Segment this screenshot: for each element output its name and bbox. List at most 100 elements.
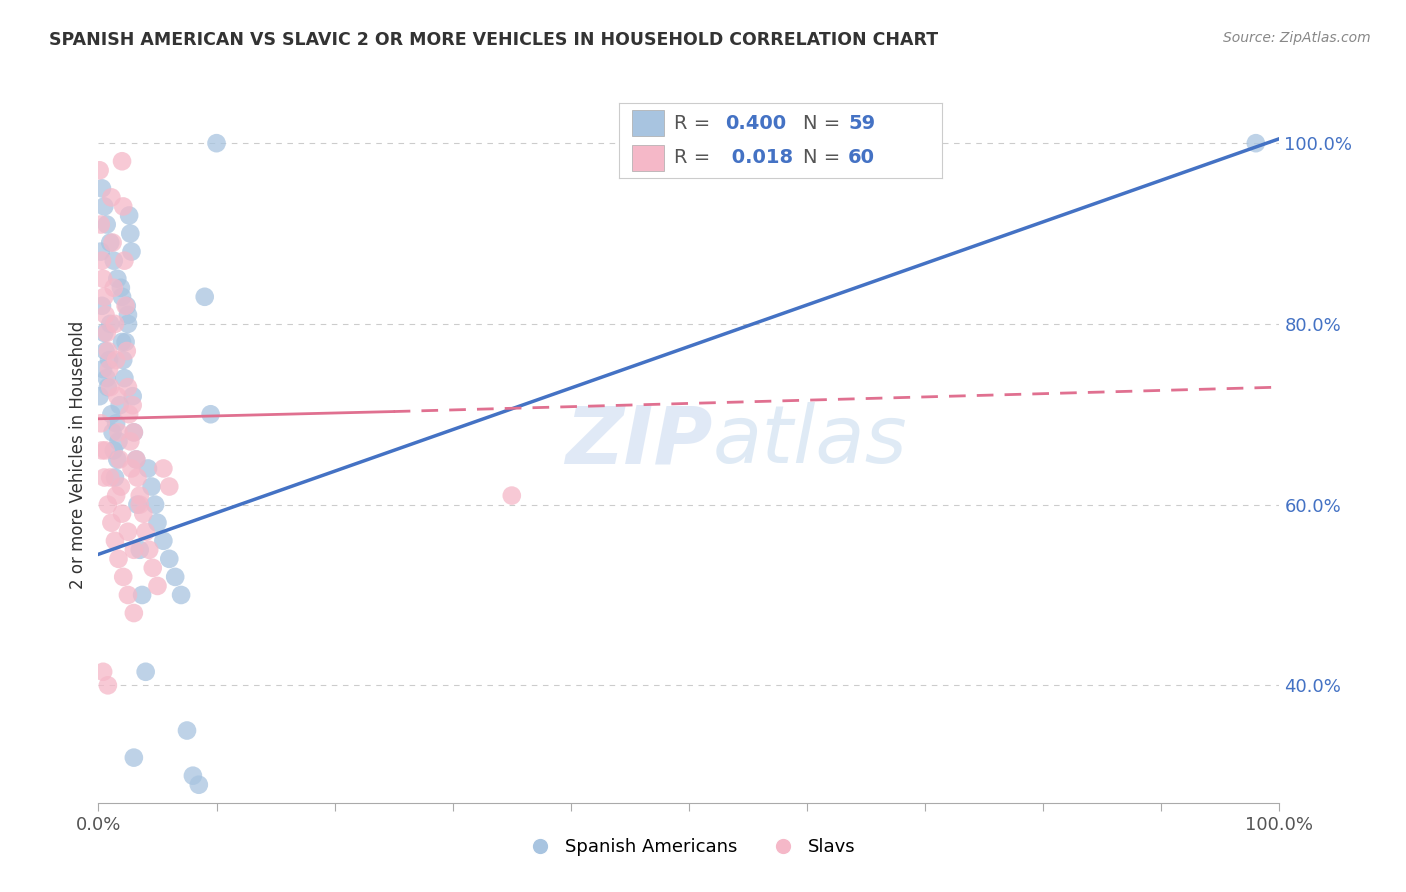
Point (114, 334, 136, 349)
Point (117, 308, 139, 322)
Point (122, 750, 145, 764)
Point (117, 380, 139, 394)
Point (128, 542, 150, 557)
Point (98, 353, 121, 368)
Point (122, 425, 145, 440)
Point (135, 665, 157, 679)
Point (112, 353, 135, 368)
Point (105, 489, 128, 503)
Point (105, 452, 128, 467)
Point (132, 507, 155, 521)
Point (111, 154, 134, 169)
Point (112, 570, 135, 584)
Point (125, 452, 148, 467)
Point (98, 317, 121, 331)
Point (98, 235, 121, 250)
Point (128, 498, 150, 512)
Text: SPANISH AMERICAN VS SLAVIC 2 OR MORE VEHICLES IN HOUSEHOLD CORRELATION CHART: SPANISH AMERICAN VS SLAVIC 2 OR MORE VEH… (49, 31, 938, 49)
Point (104, 470, 127, 484)
Point (110, 479, 132, 493)
Point (96, 326, 118, 340)
Point (121, 461, 143, 475)
Point (98, 380, 121, 394)
Point (101, 425, 124, 440)
Point (501, 489, 523, 503)
Point (91, 271, 114, 285)
Point (135, 524, 157, 539)
Point (117, 524, 139, 539)
Point (122, 542, 145, 557)
Point (118, 407, 141, 421)
Text: Source: ZipAtlas.com: Source: ZipAtlas.com (1223, 31, 1371, 45)
Text: R =: R = (673, 148, 716, 168)
Point (138, 542, 160, 557)
Point (97, 678, 120, 692)
Point (90, 244, 112, 259)
Point (1244, 136, 1267, 151)
Point (146, 516, 169, 530)
Point (108, 452, 131, 467)
Point (94, 443, 117, 458)
Point (105, 417, 128, 431)
Point (107, 425, 129, 440)
Point (105, 353, 128, 368)
Point (181, 769, 204, 783)
Point (121, 244, 143, 259)
Point (127, 470, 149, 484)
FancyBboxPatch shape (631, 145, 664, 171)
Point (122, 425, 145, 440)
Point (111, 507, 134, 521)
Point (205, 136, 228, 151)
Y-axis label: 2 or more Vehicles in Household: 2 or more Vehicles in Household (69, 321, 87, 589)
Point (104, 533, 127, 548)
Point (93, 199, 115, 213)
Point (125, 452, 148, 467)
Point (110, 281, 132, 295)
Point (107, 551, 129, 566)
Text: N =: N = (803, 113, 846, 133)
Point (131, 588, 153, 602)
Point (136, 461, 159, 475)
Point (112, 371, 135, 385)
Point (107, 434, 129, 449)
Point (94, 344, 117, 359)
Text: atlas: atlas (713, 402, 907, 480)
Point (89, 389, 111, 403)
Point (146, 579, 169, 593)
Point (101, 235, 124, 250)
Point (122, 606, 145, 620)
Point (128, 489, 150, 503)
Point (94, 308, 117, 322)
Point (115, 344, 138, 359)
Text: 60: 60 (848, 148, 876, 168)
Point (114, 299, 136, 313)
Point (121, 398, 143, 412)
Point (91, 299, 114, 313)
Point (142, 561, 165, 575)
Point (200, 407, 222, 421)
Text: 0.018: 0.018 (725, 148, 793, 168)
Point (157, 551, 180, 566)
FancyBboxPatch shape (631, 111, 664, 136)
Point (96, 371, 118, 385)
Point (108, 398, 131, 412)
Point (100, 516, 122, 530)
Point (91, 665, 114, 679)
Point (91, 181, 114, 195)
Legend: Spanish Americans, Slavs: Spanish Americans, Slavs (515, 831, 863, 863)
Point (118, 209, 141, 223)
Point (141, 479, 163, 493)
Point (98, 362, 121, 376)
Point (97, 344, 120, 359)
Point (89, 163, 111, 178)
Point (96, 218, 118, 232)
Point (91, 443, 114, 458)
Point (143, 498, 166, 512)
Point (121, 389, 143, 403)
Point (111, 290, 134, 304)
Point (91, 362, 114, 376)
Point (120, 227, 142, 241)
Point (90, 218, 112, 232)
Point (120, 434, 142, 449)
Point (91, 253, 114, 268)
